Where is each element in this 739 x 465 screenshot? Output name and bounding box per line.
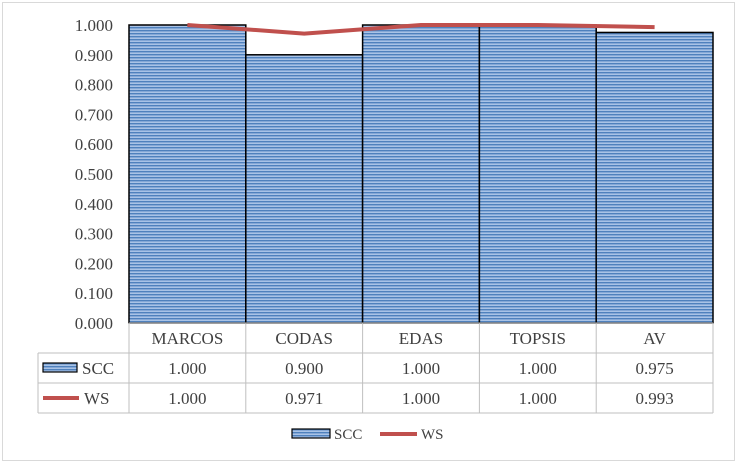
scc-row-header: SCC xyxy=(82,359,114,378)
scc-value-cell: 0.900 xyxy=(285,359,323,378)
y-tick-label: 0.600 xyxy=(75,135,113,154)
ws-line xyxy=(187,23,655,36)
ws-row-header: WS xyxy=(84,389,110,408)
data-table: MARCOS CODAS EDAS TOPSIS AV SCC WS 1.000 0.900 1.… xyxy=(37,322,714,414)
y-tick-label: 0.400 xyxy=(75,195,113,214)
scc-value-cell: 1.000 xyxy=(168,359,206,378)
chart-frame: 0.000 0.100 0.200 0.300 0.400 0.500 0.600 0.700… xyxy=(2,2,735,461)
x-category-label: TOPSIS xyxy=(510,329,566,348)
y-tick-label: 0.800 xyxy=(75,76,113,95)
y-tick-label: 0.900 xyxy=(75,46,113,65)
line-series xyxy=(187,23,655,36)
legend-ws-label: WS xyxy=(421,427,444,443)
scc-table-key xyxy=(42,362,78,373)
legend-scc-label: SCC xyxy=(334,427,362,443)
scc-value-cell: 1.000 xyxy=(519,359,557,378)
y-tick-label: 0.000 xyxy=(75,314,113,333)
chart-svg: 0.000 0.100 0.200 0.300 0.400 0.500 0.600 0.700… xyxy=(37,16,714,443)
y-tick-label: 0.200 xyxy=(75,254,113,273)
x-category-label: MARCOS xyxy=(151,329,223,348)
bar xyxy=(245,54,364,324)
bar-series xyxy=(128,24,714,324)
ws-value-cell: 0.971 xyxy=(285,389,323,408)
bar xyxy=(595,31,714,324)
bar xyxy=(128,24,247,324)
y-axis: 0.000 0.100 0.200 0.300 0.400 0.500 0.600 0.700… xyxy=(75,16,130,333)
ws-value-cell: 1.000 xyxy=(402,389,440,408)
y-tick-label: 0.300 xyxy=(75,225,113,244)
x-category-label: EDAS xyxy=(399,329,443,348)
y-tick-label: 0.100 xyxy=(75,284,113,303)
y-tick-label: 0.700 xyxy=(75,105,113,124)
scc-value-cell: 1.000 xyxy=(402,359,440,378)
bar xyxy=(478,24,597,324)
scc-value-cell: 0.975 xyxy=(635,359,673,378)
bar xyxy=(361,24,481,324)
ws-value-cell: 1.000 xyxy=(519,389,557,408)
legend: SCC WS xyxy=(291,427,444,443)
x-category-label: CODAS xyxy=(275,329,333,348)
ws-value-cell: 1.000 xyxy=(168,389,206,408)
ws-value-cell: 0.993 xyxy=(635,389,673,408)
y-tick-label: 0.500 xyxy=(75,165,113,184)
x-category-label: AV xyxy=(643,329,666,348)
legend-scc-swatch xyxy=(291,428,331,439)
y-tick-label: 1.000 xyxy=(75,16,113,35)
